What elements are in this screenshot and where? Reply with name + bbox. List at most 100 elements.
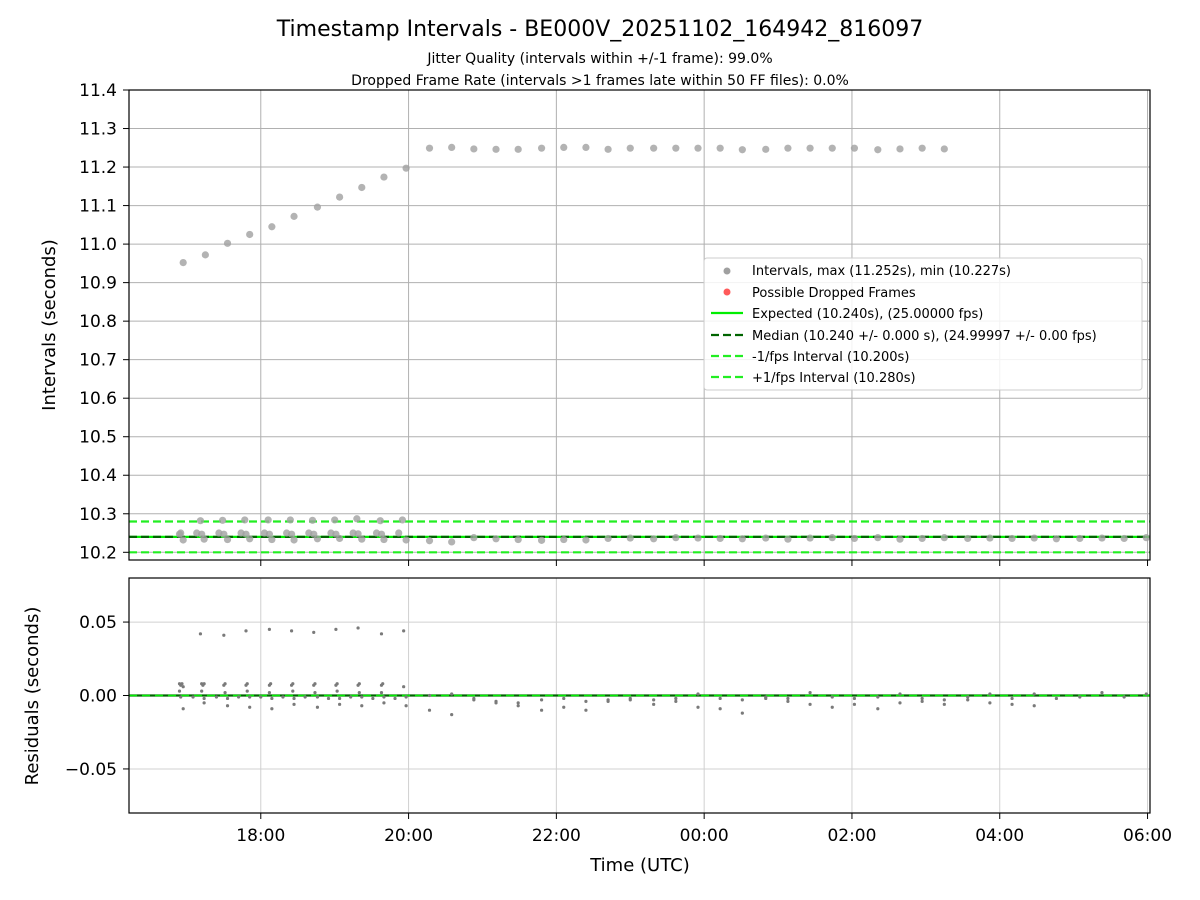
residual-point — [202, 696, 206, 701]
interval-point — [290, 536, 298, 544]
residual-point — [1122, 695, 1126, 699]
interval-point — [200, 535, 208, 543]
residual-point — [562, 696, 566, 701]
legend-marker-dropped — [723, 288, 731, 296]
interval-point — [402, 164, 410, 172]
residual-point — [382, 701, 386, 705]
interval-point — [223, 535, 232, 544]
interval-point — [241, 516, 249, 524]
residual-point — [312, 630, 316, 634]
interval-point — [918, 534, 926, 543]
interval-point — [762, 145, 770, 153]
interval-point — [738, 146, 746, 154]
interval-point — [201, 251, 209, 259]
interval-point — [398, 516, 407, 524]
residual-point — [830, 695, 834, 699]
interval-point — [376, 517, 384, 525]
interval-point — [850, 144, 859, 152]
residual-point — [248, 705, 252, 709]
top-y-tick-label: 11.1 — [79, 197, 117, 217]
top-interval-points — [175, 143, 1150, 546]
residual-point — [292, 702, 296, 706]
top-y-tick-label: 10.8 — [79, 312, 117, 332]
residual-point — [360, 695, 364, 699]
residual-point — [966, 695, 970, 699]
interval-point — [762, 534, 770, 542]
residual-point — [876, 695, 880, 699]
residual-point — [338, 696, 342, 701]
top-axis-ticks: 10.2 10.3 10.4 10.5 10.6 10.7 10.8 10.9 11.0 11.1… — [79, 81, 1149, 566]
residual-point — [696, 705, 700, 709]
interval-point — [1030, 534, 1038, 542]
residual-point — [808, 702, 812, 706]
residual-point — [259, 695, 263, 699]
legend-box — [703, 257, 1143, 391]
interval-point — [582, 536, 590, 544]
residual-point — [225, 696, 230, 701]
x-tick-label: 02:00 — [827, 826, 876, 846]
interval-point — [582, 143, 590, 152]
interval-point — [380, 173, 388, 181]
interval-point — [940, 145, 948, 153]
residual-point — [808, 690, 812, 695]
residual-point — [281, 695, 285, 699]
interval-point — [1120, 534, 1128, 543]
residual-point — [181, 707, 185, 711]
interval-point — [514, 535, 522, 544]
interval-point — [402, 536, 410, 544]
bottom-xlabel: Time (UTC) — [589, 855, 690, 876]
interval-point — [560, 143, 568, 152]
residual-point — [1144, 692, 1148, 696]
residual-point — [360, 704, 364, 708]
residual-point — [988, 692, 992, 696]
top-y-tick-label: 11.0 — [79, 235, 117, 255]
top-y-tick-label: 10.9 — [79, 274, 117, 294]
chart-title: Timestamp Intervals - BE000V_20251102_16… — [276, 17, 923, 42]
top-y-tick-label: 10.7 — [79, 351, 117, 371]
residual-point — [764, 696, 768, 701]
residual-point — [404, 695, 408, 699]
residual-point — [830, 705, 834, 709]
residual-point — [180, 682, 184, 686]
interval-point — [177, 529, 185, 537]
residual-point — [942, 698, 946, 702]
top-y-tick-label: 11.2 — [79, 158, 117, 178]
interval-point — [290, 212, 298, 220]
bottom-plot-frame — [128, 577, 1151, 814]
interval-point — [287, 530, 296, 538]
x-tick-label: 00:00 — [680, 826, 729, 846]
residual-point — [966, 698, 970, 702]
legend-label-expected: Expected (10.240s), (25.00000 fps) — [752, 307, 983, 322]
interval-point — [313, 535, 322, 543]
interval-point — [918, 144, 926, 152]
interval-point — [179, 258, 187, 267]
residual-point — [267, 690, 272, 695]
interval-point — [246, 535, 254, 543]
interval-point — [604, 145, 612, 153]
residual-point — [852, 696, 857, 701]
interval-point — [286, 516, 294, 524]
interval-point — [353, 515, 361, 523]
residual-point — [177, 689, 182, 693]
interval-point — [874, 146, 882, 154]
interval-point — [896, 145, 904, 153]
interval-point — [492, 145, 500, 153]
residual-point — [472, 698, 476, 702]
interval-point — [395, 529, 403, 537]
residual-point — [539, 708, 544, 712]
residual-point — [1078, 695, 1082, 699]
interval-point — [220, 530, 228, 538]
top-y-tick-label: 10.6 — [79, 389, 117, 409]
interval-point — [268, 535, 276, 544]
residual-point — [718, 696, 722, 701]
interval-point — [514, 145, 522, 153]
interval-point — [336, 534, 344, 543]
interval-point — [358, 535, 366, 543]
residual-point — [291, 682, 295, 686]
interval-point — [850, 534, 859, 543]
residual-point — [222, 633, 226, 637]
residual-point — [1032, 704, 1036, 708]
x-tick-label: 04:00 — [975, 826, 1024, 846]
interval-point — [358, 183, 366, 192]
